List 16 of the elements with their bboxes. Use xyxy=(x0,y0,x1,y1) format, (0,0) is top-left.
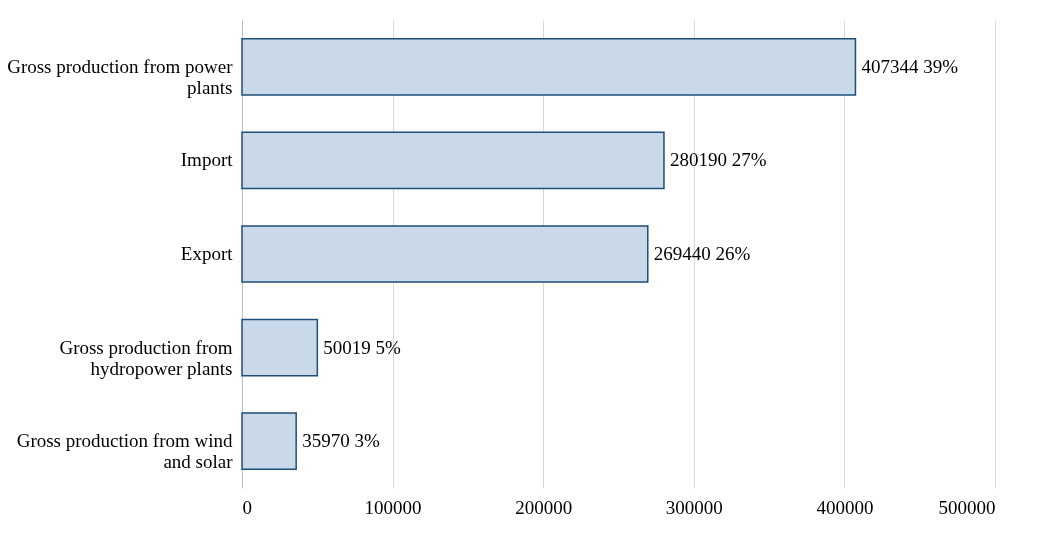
x-tick-label: 200000 xyxy=(515,496,573,518)
x-tick-label: 100000 xyxy=(364,496,422,518)
data-label: 50019 5% xyxy=(323,336,402,358)
x-tick-label: 500000 xyxy=(938,496,996,518)
data-label: 35970 3% xyxy=(302,430,380,452)
x-tick-label: 0 xyxy=(242,496,252,518)
x-tick-label: 400000 xyxy=(816,496,874,518)
y-tick-label: Import xyxy=(180,149,234,171)
data-label: 280190 27% xyxy=(669,149,767,171)
y-tick-label: Export xyxy=(180,243,234,264)
data-label: 269440 26% xyxy=(653,243,751,264)
y-tick-label: Gross production from hydropower plants xyxy=(59,336,233,379)
data-label: 407344 39% xyxy=(861,55,959,77)
y-tick-label: Gross production from power plants xyxy=(7,55,234,98)
y-tick-label: Gross production from wind and solar xyxy=(16,430,234,473)
x-tick-label: 300000 xyxy=(665,496,723,518)
